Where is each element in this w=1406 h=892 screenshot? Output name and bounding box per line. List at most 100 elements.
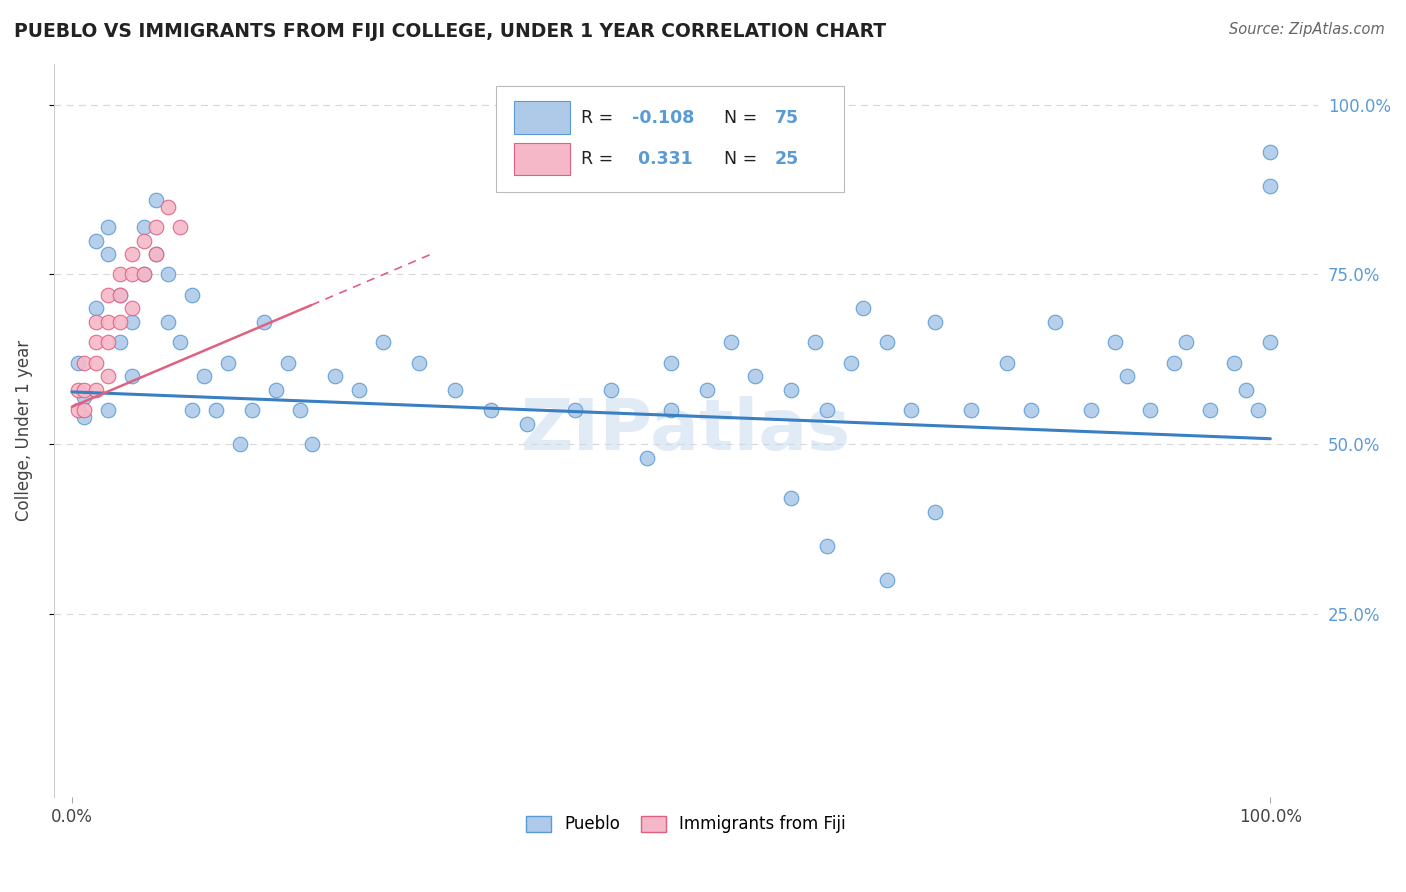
Point — [204, 403, 226, 417]
Point — [132, 268, 155, 282]
Point — [852, 301, 875, 316]
Point — [73, 410, 96, 425]
Point — [193, 369, 215, 384]
Text: ZIPatlas: ZIPatlas — [522, 396, 851, 465]
Point — [145, 247, 167, 261]
Point — [995, 356, 1018, 370]
Point — [156, 315, 179, 329]
Point — [73, 390, 96, 404]
Point — [924, 505, 946, 519]
Point — [132, 219, 155, 234]
Point — [373, 335, 395, 350]
Point — [1247, 403, 1270, 417]
Point — [1163, 356, 1185, 370]
Point — [1260, 179, 1282, 194]
Point — [156, 200, 179, 214]
Point — [1260, 145, 1282, 160]
Point — [780, 383, 803, 397]
Point — [1115, 369, 1137, 384]
Point — [132, 234, 155, 248]
Point — [408, 356, 430, 370]
Text: PUEBLO VS IMMIGRANTS FROM FIJI COLLEGE, UNDER 1 YEAR CORRELATION CHART: PUEBLO VS IMMIGRANTS FROM FIJI COLLEGE, … — [14, 22, 886, 41]
FancyBboxPatch shape — [496, 86, 844, 193]
Point — [145, 193, 167, 207]
Point — [132, 268, 155, 282]
Point — [108, 315, 131, 329]
Point — [145, 247, 167, 261]
Point — [73, 403, 96, 417]
Point — [180, 288, 202, 302]
Point — [659, 356, 682, 370]
Text: -0.108: -0.108 — [631, 109, 695, 127]
Point — [108, 268, 131, 282]
Point — [217, 356, 239, 370]
Point — [73, 383, 96, 397]
Legend: Pueblo, Immigrants from Fiji: Pueblo, Immigrants from Fiji — [520, 809, 852, 840]
Point — [301, 437, 323, 451]
Point — [1080, 403, 1102, 417]
Point — [288, 403, 311, 417]
Point — [121, 247, 143, 261]
Point — [73, 356, 96, 370]
Text: R =: R = — [581, 151, 619, 169]
Point — [169, 219, 191, 234]
Point — [1104, 335, 1126, 350]
Text: 0.331: 0.331 — [631, 151, 692, 169]
Point — [84, 356, 107, 370]
Point — [1223, 356, 1246, 370]
Point — [516, 417, 538, 431]
Point — [720, 335, 742, 350]
Point — [108, 335, 131, 350]
Point — [97, 335, 120, 350]
Point — [325, 369, 347, 384]
Point — [1043, 315, 1066, 329]
Point — [696, 383, 718, 397]
Point — [252, 315, 274, 329]
Point — [156, 268, 179, 282]
Point — [815, 403, 838, 417]
Point — [145, 219, 167, 234]
Point — [66, 403, 89, 417]
Point — [1019, 403, 1042, 417]
Point — [479, 403, 502, 417]
Text: Source: ZipAtlas.com: Source: ZipAtlas.com — [1229, 22, 1385, 37]
Point — [97, 288, 120, 302]
Point — [121, 301, 143, 316]
Point — [66, 356, 89, 370]
Point — [84, 234, 107, 248]
Point — [1139, 403, 1161, 417]
Point — [876, 573, 898, 587]
Point — [349, 383, 371, 397]
Point — [444, 383, 467, 397]
Text: R =: R = — [581, 109, 619, 127]
Point — [600, 383, 623, 397]
Point — [839, 356, 862, 370]
Point — [1234, 383, 1257, 397]
Point — [1175, 335, 1198, 350]
Text: N =: N = — [724, 151, 762, 169]
Point — [564, 403, 586, 417]
Point — [121, 268, 143, 282]
Text: 25: 25 — [775, 151, 799, 169]
FancyBboxPatch shape — [515, 102, 569, 134]
Point — [97, 403, 120, 417]
FancyBboxPatch shape — [515, 144, 569, 176]
Point — [228, 437, 250, 451]
Point — [876, 335, 898, 350]
Point — [97, 219, 120, 234]
Point — [780, 491, 803, 506]
Point — [84, 301, 107, 316]
Point — [66, 383, 89, 397]
Point — [636, 450, 658, 465]
Point — [277, 356, 299, 370]
Point — [84, 335, 107, 350]
Point — [169, 335, 191, 350]
Point — [97, 315, 120, 329]
Point — [108, 288, 131, 302]
Text: 75: 75 — [775, 109, 799, 127]
Point — [959, 403, 981, 417]
Point — [744, 369, 766, 384]
Y-axis label: College, Under 1 year: College, Under 1 year — [15, 340, 32, 521]
Point — [84, 383, 107, 397]
Point — [180, 403, 202, 417]
